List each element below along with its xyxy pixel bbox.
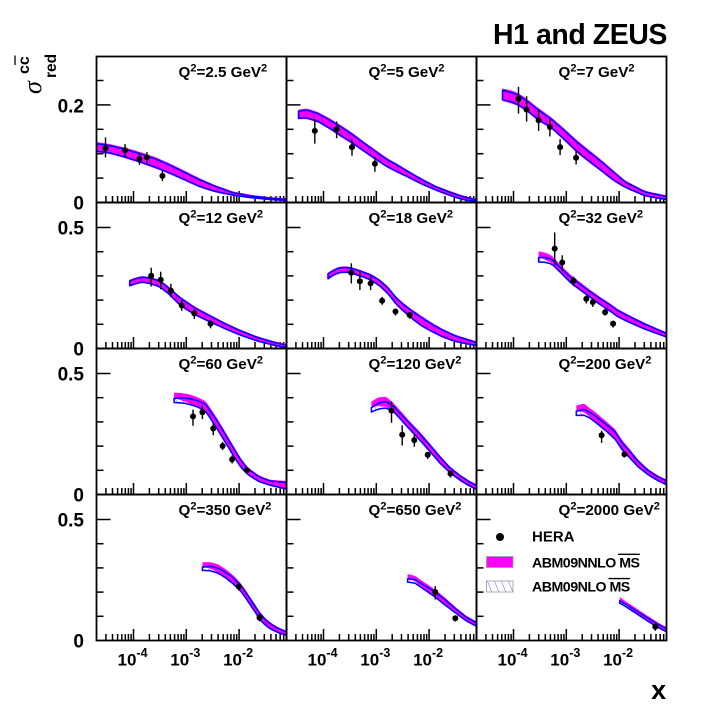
svg-text:Q2=5 GeV2: Q2=5 GeV2 xyxy=(369,63,445,82)
svg-text:cc: cc xyxy=(16,56,33,74)
svg-text:Q2=200 GeV2: Q2=200 GeV2 xyxy=(559,355,652,374)
svg-text:0: 0 xyxy=(73,339,84,360)
svg-text:HERA: HERA xyxy=(532,529,575,546)
svg-text:0: 0 xyxy=(73,485,84,506)
svg-text:Q2=32 GeV2: Q2=32 GeV2 xyxy=(559,209,643,228)
svg-text:0.5: 0.5 xyxy=(58,510,85,531)
svg-text:Q2=12 GeV2: Q2=12 GeV2 xyxy=(179,209,263,228)
svg-text:0.5: 0.5 xyxy=(58,218,85,239)
svg-text:ABM09NLO MS: ABM09NLO MS xyxy=(532,580,630,596)
svg-text:Q2=7 GeV2: Q2=7 GeV2 xyxy=(559,63,635,82)
svg-text:0.2: 0.2 xyxy=(58,96,84,117)
svg-text:Q2=120 GeV2: Q2=120 GeV2 xyxy=(369,355,462,374)
svg-text:x: x xyxy=(651,675,666,705)
svg-text:0: 0 xyxy=(73,193,84,214)
svg-text:0.5: 0.5 xyxy=(58,364,85,385)
svg-text:ABM09NNLO MS: ABM09NNLO MS xyxy=(532,556,640,572)
svg-text:red: red xyxy=(43,54,60,78)
svg-text:Q2=2000 GeV2: Q2=2000 GeV2 xyxy=(559,501,660,520)
svg-text:Q2=350 GeV2: Q2=350 GeV2 xyxy=(179,501,272,520)
svg-text:Q2=18 GeV2: Q2=18 GeV2 xyxy=(369,209,453,228)
svg-text:0: 0 xyxy=(73,631,84,652)
svg-text:Q2=2.5 GeV2: Q2=2.5 GeV2 xyxy=(179,63,268,82)
svg-text:H1 and ZEUS: H1 and ZEUS xyxy=(493,19,667,51)
svg-text:σ: σ xyxy=(18,80,47,94)
svg-text:Q2=60 GeV2: Q2=60 GeV2 xyxy=(179,355,263,374)
svg-text:Q2=650 GeV2: Q2=650 GeV2 xyxy=(369,501,462,520)
